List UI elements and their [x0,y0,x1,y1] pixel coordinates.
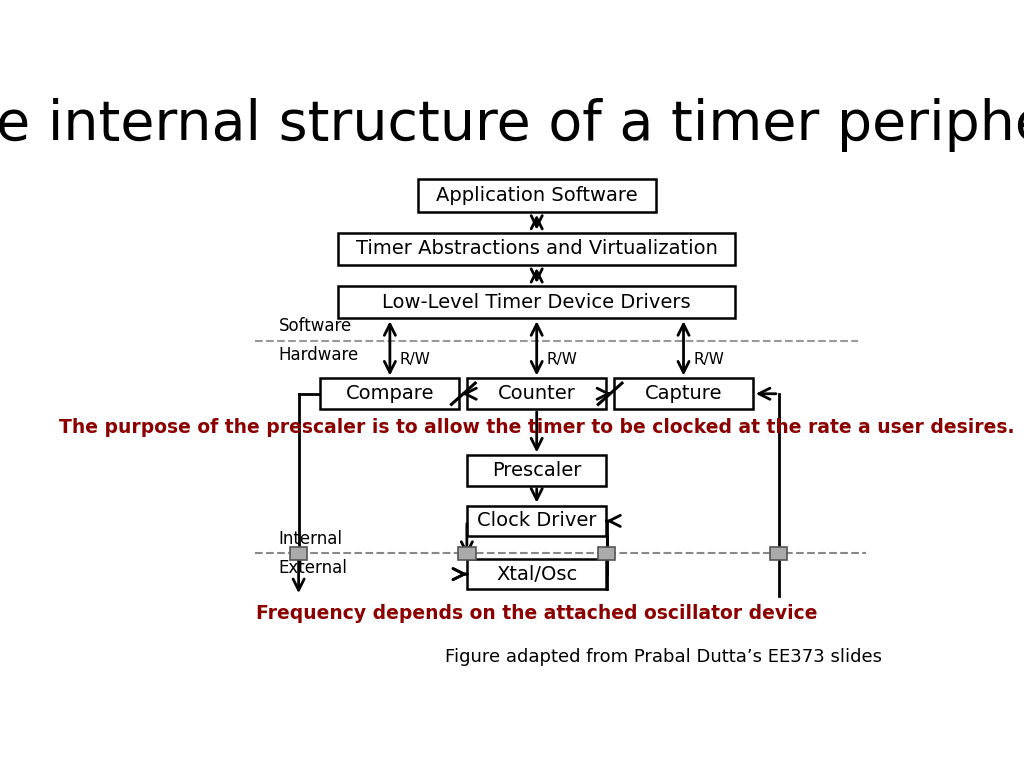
Bar [418,180,655,212]
Text: Internal: Internal [279,529,343,548]
Text: The purpose of the prescaler is to allow the timer to be clocked at the rate a u: The purpose of the prescaler is to allow… [59,418,1015,437]
Text: R/W: R/W [546,352,578,367]
Text: Counter: Counter [498,384,575,403]
Bar [614,379,753,409]
Bar [458,547,475,560]
Bar [467,505,606,536]
Bar [321,379,460,409]
Bar [467,455,606,486]
Text: Capture: Capture [645,384,722,403]
Text: Hardware: Hardware [279,346,359,365]
Bar [467,379,606,409]
Text: R/W: R/W [693,352,724,367]
Text: External: External [279,559,348,578]
Text: Xtal/Osc: Xtal/Osc [496,564,578,584]
Text: Frequency depends on the attached oscillator device: Frequency depends on the attached oscill… [256,604,817,624]
Bar [598,547,615,560]
Text: Application Software: Application Software [436,186,638,205]
Text: Timer Abstractions and Virtualization: Timer Abstractions and Virtualization [355,240,718,258]
Bar [467,559,606,590]
Text: Low-Level Timer Device Drivers: Low-Level Timer Device Drivers [382,293,691,312]
Bar [338,233,735,265]
Text: Figure adapted from Prabal Dutta’s EE373 slides: Figure adapted from Prabal Dutta’s EE373… [444,647,882,666]
Bar [290,547,307,560]
Bar [770,547,787,560]
Text: Compare: Compare [346,384,434,403]
Text: The internal structure of a timer peripheral: The internal structure of a timer periph… [0,98,1024,152]
Text: Prescaler: Prescaler [492,461,582,480]
Bar [338,286,735,319]
Text: R/W: R/W [399,352,430,367]
Text: Clock Driver: Clock Driver [477,511,596,531]
Text: Software: Software [279,316,352,335]
